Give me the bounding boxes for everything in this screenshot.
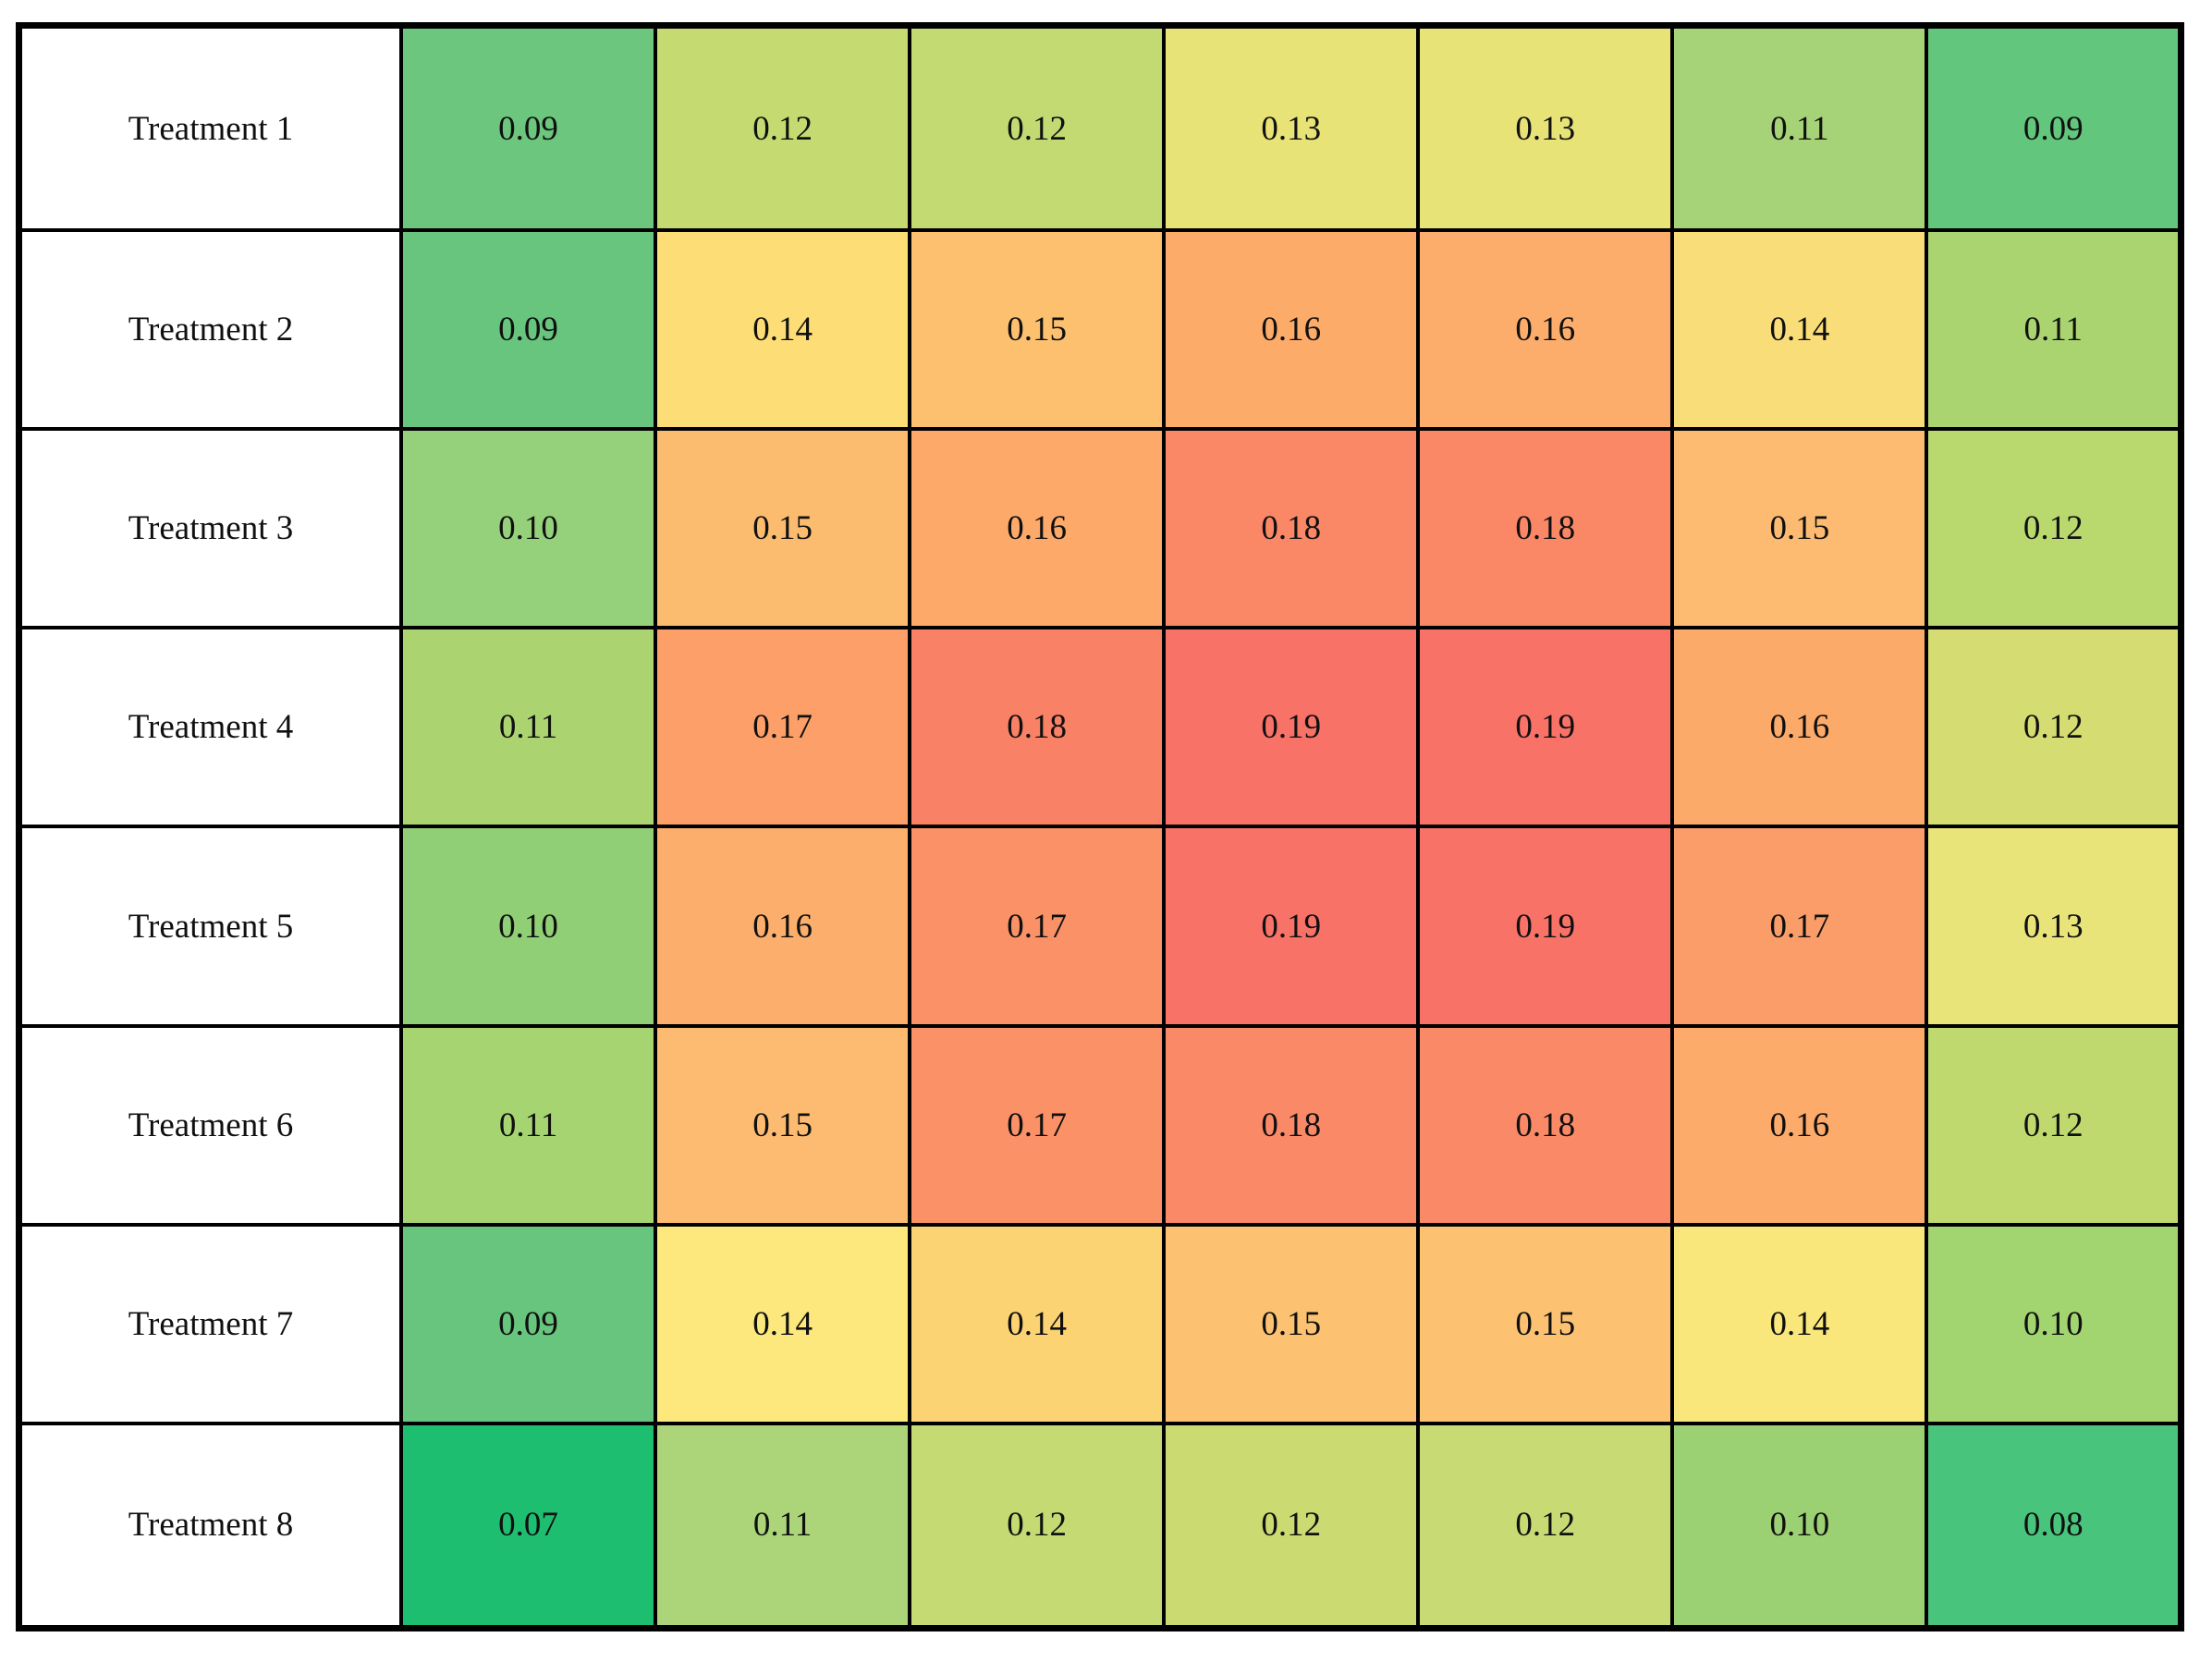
heatmap-cell: 0.09: [398, 228, 658, 432]
table-row: Treatment 5 0.10 0.16 0.17 0.19 0.19 0.17 0.13: [17, 825, 2183, 1028]
heatmap-cell: 0.12: [908, 1421, 1167, 1631]
table-row: Treatment 8 0.07 0.11 0.12 0.12 0.12 0.10 0.08: [17, 1421, 2183, 1631]
table-row: Treatment 2 0.09 0.14 0.15 0.16 0.16 0.14 0.11: [17, 228, 2183, 432]
row-label: Treatment 7: [17, 1222, 403, 1425]
heatmap-cell: 0.12: [654, 23, 912, 233]
heatmap-cell: 0.17: [908, 825, 1167, 1028]
heatmap-cell: 0.17: [1670, 825, 1929, 1028]
heatmap-cell: 0.15: [654, 427, 912, 630]
table-row: Treatment 4 0.11 0.17 0.18 0.19 0.19 0.16 0.12: [17, 626, 2183, 829]
heatmap-cell: 0.13: [1925, 825, 2183, 1028]
table-row: Treatment 3 0.10 0.15 0.16 0.18 0.18 0.15 0.12: [17, 427, 2183, 630]
row-label: Treatment 5: [17, 825, 403, 1028]
heatmap-cell: 0.12: [1925, 1023, 2183, 1227]
heatmap-cell: 0.15: [908, 228, 1167, 432]
heatmap-cell: 0.11: [1925, 228, 2183, 432]
heatmap-cell: 0.11: [654, 1421, 912, 1631]
heatmap-cell: 0.12: [908, 23, 1167, 233]
heatmap-cell: 0.18: [1162, 427, 1421, 630]
heatmap-cell: 0.15: [654, 1023, 912, 1227]
heatmap-cell: 0.14: [654, 228, 912, 432]
table-row: Treatment 1 0.09 0.12 0.12 0.13 0.13 0.11 0.09: [17, 23, 2183, 233]
heatmap-cell: 0.14: [908, 1222, 1167, 1425]
heatmap-cell: 0.11: [398, 1023, 658, 1227]
heatmap-cell: 0.18: [1162, 1023, 1421, 1227]
heatmap-cell: 0.19: [1162, 825, 1421, 1028]
heatmap-table-body: Treatment 1 0.09 0.12 0.12 0.13 0.13 0.11 0.09 T…: [17, 23, 2183, 1631]
heatmap-cell: 0.11: [1670, 23, 1929, 233]
heatmap-cell: 0.16: [908, 427, 1167, 630]
heatmap-cell: 0.10: [1925, 1222, 2183, 1425]
heatmap-cell: 0.07: [398, 1421, 658, 1631]
heatmap-cell: 0.11: [398, 626, 658, 829]
heatmap-cell: 0.17: [908, 1023, 1167, 1227]
heatmap-cell: 0.18: [1416, 427, 1675, 630]
heatmap-cell: 0.15: [1416, 1222, 1675, 1425]
heatmap-cell: 0.13: [1416, 23, 1675, 233]
heatmap-cell: 0.09: [1925, 23, 2183, 233]
row-label: Treatment 3: [17, 427, 403, 630]
heatmap-cell: 0.15: [1162, 1222, 1421, 1425]
table-row: Treatment 7 0.09 0.14 0.14 0.15 0.15 0.14 0.10: [17, 1222, 2183, 1425]
heatmap-cell: 0.15: [1670, 427, 1929, 630]
heatmap-cell: 0.10: [1670, 1421, 1929, 1631]
heatmap-cell: 0.10: [398, 825, 658, 1028]
heatmap-cell: 0.09: [398, 23, 658, 233]
heatmap-cell: 0.12: [1162, 1421, 1421, 1631]
heatmap-cell: 0.16: [1670, 1023, 1929, 1227]
row-label: Treatment 6: [17, 1023, 403, 1227]
table-row: Treatment 6 0.11 0.15 0.17 0.18 0.18 0.16 0.12: [17, 1023, 2183, 1227]
heatmap-cell: 0.19: [1416, 825, 1675, 1028]
heatmap-cell: 0.14: [1670, 1222, 1929, 1425]
heatmap-cell: 0.12: [1925, 626, 2183, 829]
heatmap-cell: 0.16: [654, 825, 912, 1028]
heatmap-cell: 0.19: [1416, 626, 1675, 829]
heatmap-cell: 0.10: [398, 427, 658, 630]
row-label: Treatment 4: [17, 626, 403, 829]
heatmap-cell: 0.12: [1416, 1421, 1675, 1631]
heatmap-figure: Treatment 1 0.09 0.12 0.12 0.13 0.13 0.11 0.09 T…: [16, 22, 2184, 1631]
row-label: Treatment 2: [17, 228, 403, 432]
heatmap-cell: 0.14: [654, 1222, 912, 1425]
heatmap-cell: 0.19: [1162, 626, 1421, 829]
heatmap-cell: 0.08: [1925, 1421, 2183, 1631]
heatmap-cell: 0.13: [1162, 23, 1421, 233]
heatmap-cell: 0.14: [1670, 228, 1929, 432]
row-label: Treatment 8: [17, 1421, 403, 1631]
row-label: Treatment 1: [17, 23, 403, 233]
heatmap-cell: 0.16: [1416, 228, 1675, 432]
heatmap-table: Treatment 1 0.09 0.12 0.12 0.13 0.13 0.11 0.09 T…: [16, 22, 2184, 1631]
heatmap-cell: 0.17: [654, 626, 912, 829]
heatmap-cell: 0.16: [1162, 228, 1421, 432]
heatmap-cell: 0.18: [1416, 1023, 1675, 1227]
heatmap-cell: 0.12: [1925, 427, 2183, 630]
heatmap-cell: 0.18: [908, 626, 1167, 829]
heatmap-cell: 0.09: [398, 1222, 658, 1425]
heatmap-cell: 0.16: [1670, 626, 1929, 829]
